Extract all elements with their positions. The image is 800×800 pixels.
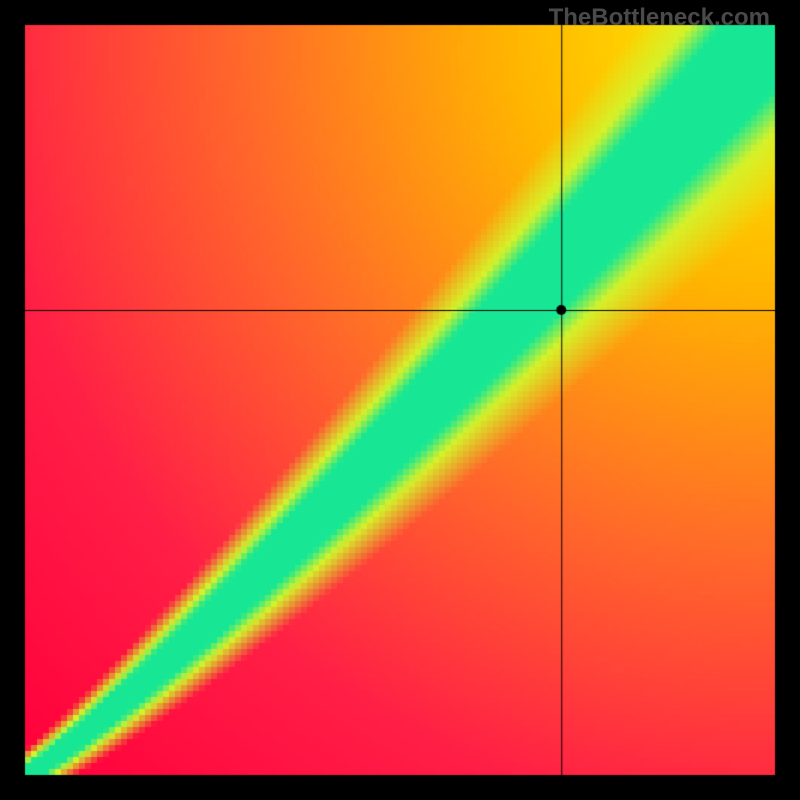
watermark-text: TheBottleneck.com	[549, 4, 770, 32]
chart-container: TheBottleneck.com	[0, 0, 800, 800]
bottleneck-heatmap	[0, 0, 800, 800]
